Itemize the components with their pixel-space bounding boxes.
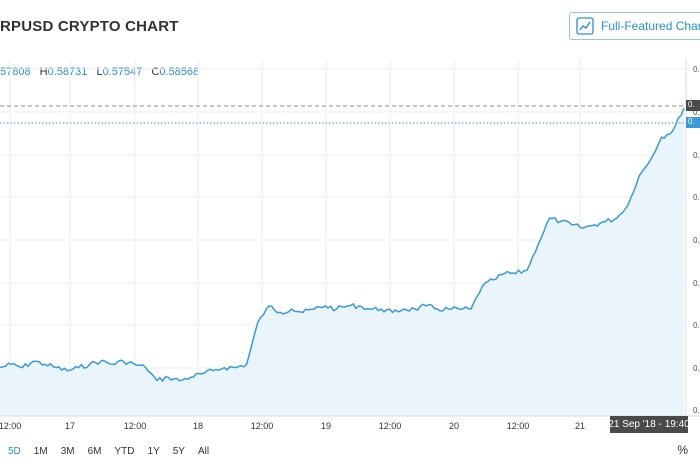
price-tick-label: 0. (693, 364, 700, 373)
close-label: C (151, 66, 160, 78)
time-tick-label: 19 (321, 421, 331, 431)
price-tick-label: 0. (693, 193, 700, 202)
range-5y-button[interactable]: 5Y (172, 445, 185, 457)
time-tick-label: 12:00 (251, 421, 274, 431)
time-tick-label: 12:00 (0, 421, 21, 431)
price-area-fill (0, 108, 684, 416)
time-tick-label: 12:00 (507, 421, 530, 431)
time-axis-labels: 12:00 17 12:00 18 12:00 19 12:00 20 12:00 21 (0, 421, 585, 431)
chart-line-icon (576, 17, 594, 35)
time-tick-label: 12:00 (379, 421, 402, 431)
last-price-tag: 0. (686, 117, 700, 128)
full-featured-chart-button[interactable]: Full-Featured Chart (569, 12, 700, 40)
range-ytd-button[interactable]: YTD (114, 445, 135, 457)
price-tick-label: 0. (693, 65, 700, 74)
price-axis-labels: 0. 0. 0. 0. 0. 0. 0. 0. 0. (693, 65, 700, 415)
range-3m-button[interactable]: 3M (60, 445, 75, 457)
price-tick-label: 0. (693, 279, 700, 288)
range-all-button[interactable]: All (197, 445, 210, 457)
price-tick-label: 0. (693, 108, 700, 117)
time-tick-label: 17 (65, 421, 75, 431)
crosshair-time-label: 21 Sep '18 - 19:40 (608, 416, 690, 433)
time-tick-label: 20 (449, 421, 459, 431)
full-featured-chart-label: Full-Featured Chart (601, 19, 700, 33)
time-tick-label: 18 (193, 421, 203, 431)
range-6m-button[interactable]: 6M (87, 445, 102, 457)
range-1y-button[interactable]: 1Y (147, 445, 160, 457)
percent-scale-toggle[interactable]: % (677, 443, 688, 457)
range-5d-button[interactable]: 5D (8, 445, 21, 457)
price-tick-label: 0. (693, 321, 700, 330)
high-price-tag: 0. (686, 100, 700, 111)
price-tick-label: 0. (693, 406, 700, 415)
price-chart[interactable]: 12:00 17 12:00 18 12:00 19 12:00 20 12:00 21 0.0.… (0, 0, 700, 436)
price-tick-label: 0. (693, 151, 700, 160)
high-label: H (39, 66, 48, 78)
time-tick-label: 12:00 (124, 421, 147, 431)
range-selector: 5D 1M 3M 6M YTD 1Y 5Y All (0, 436, 700, 466)
price-tick-label: 0. (693, 236, 700, 245)
price-line (0, 107, 685, 383)
time-tick-label: 21 (575, 421, 585, 431)
low-label: L (96, 66, 103, 78)
page-title: RPUSD CRYPTO CHART (0, 18, 179, 35)
range-1m-button[interactable]: 1M (33, 445, 48, 457)
